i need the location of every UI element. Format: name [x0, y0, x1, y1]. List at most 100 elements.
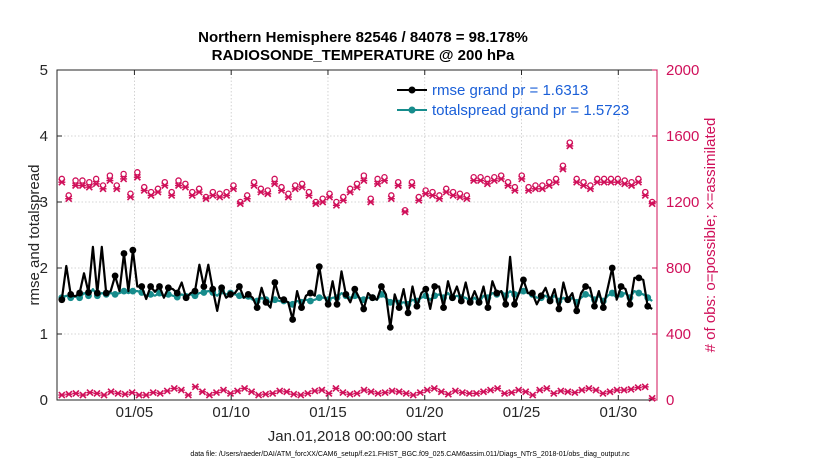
rmse-point: [138, 283, 146, 290]
obs-assimilated-point: [291, 185, 299, 193]
axis-ticks: 01/05 01/10 01/15 01/20 01/25 01/30 0 1 2 3 4 5 0 400…: [40, 62, 700, 421]
obs-low-point: [107, 388, 115, 396]
rmse-point: [182, 294, 190, 302]
obs-low-point: [269, 389, 277, 397]
obs-low-point: [240, 384, 249, 393]
obs-assimilated-point: [154, 188, 162, 196]
obs-low-point: [346, 390, 354, 398]
rmse-point: [528, 289, 536, 297]
obs-assimilated-point: [346, 188, 354, 196]
obs-assimilated-point: [490, 176, 498, 185]
rmse-point: [235, 283, 243, 290]
totalspread-point: [635, 289, 643, 297]
y-tick-label-right: 2000: [666, 62, 699, 79]
rmse-point: [147, 283, 155, 290]
obs-low-point: [226, 389, 235, 397]
rmse-point: [191, 287, 199, 295]
rmse-point: [333, 300, 341, 308]
obs-low-point: [311, 387, 319, 395]
obs-low-point: [493, 384, 502, 393]
legend-marker-spread: [408, 106, 416, 114]
obs-assimilated-point: [209, 191, 217, 199]
x-tick-label: 01/25: [503, 404, 541, 421]
obs-possible-point: [484, 175, 491, 183]
rmse-point: [564, 296, 572, 304]
obs-low-point: [353, 389, 361, 397]
rmse-point: [555, 305, 563, 313]
obs-assimilated-point: [298, 183, 306, 191]
obs-low-point: [416, 389, 424, 397]
totalspread-point: [582, 291, 589, 298]
obs-low-point: [65, 390, 73, 398]
rmse-point: [608, 264, 616, 272]
obs-low-point: [262, 390, 270, 398]
totalspread-point: [520, 287, 527, 295]
obs-assimilated-point: [641, 191, 649, 199]
y-tick-label-left: 1: [40, 326, 48, 343]
obs-low-point: [219, 386, 228, 394]
obs-assimilated-point: [470, 176, 478, 185]
obs-assimilated-point: [497, 175, 505, 183]
obs-assimilated-point: [621, 180, 629, 188]
rmse-point: [422, 285, 430, 293]
rmse-point: [635, 274, 643, 282]
obs-low-point: [486, 386, 495, 394]
obs-assimilated-point: [435, 195, 443, 203]
obs-assimilated-point: [216, 193, 224, 201]
obs-low-point: [536, 386, 544, 394]
rmse-point: [111, 272, 119, 280]
obs-assimilated-point: [600, 178, 608, 186]
rmse-point: [511, 300, 518, 308]
y-tick-label-left: 4: [40, 128, 48, 145]
totalspread-point: [120, 287, 128, 295]
rmse-point: [395, 304, 403, 311]
obs-low-point: [634, 384, 642, 392]
y-tick-label-right: 800: [666, 260, 691, 277]
obs-assimilated-point: [147, 191, 155, 199]
obs-assimilated-point: [133, 173, 141, 181]
rmse-point: [369, 294, 376, 302]
obs-possible-point: [106, 172, 114, 179]
obs-assimilated-point: [319, 198, 327, 206]
obs-assimilated-point: [332, 201, 340, 209]
obs-low-point: [135, 391, 143, 399]
obs-low-point: [325, 389, 333, 397]
y-tick-label-left: 3: [40, 194, 48, 211]
legend-marker-rmse: [408, 86, 416, 94]
obs-assimilated-point: [236, 200, 244, 208]
rmse-point: [262, 298, 270, 306]
obs-low-point: [409, 391, 417, 399]
obs-assimilated-point: [518, 175, 526, 183]
obs-assimilated-point: [628, 181, 636, 190]
rmse-point: [93, 289, 101, 297]
obs-low-point: [479, 388, 488, 396]
rmse-point: [173, 289, 181, 297]
obs-assimilated-point: [188, 191, 196, 199]
obs-low-point: [297, 391, 305, 399]
obs-possible-point: [120, 170, 127, 178]
obs-assimilated-point: [401, 208, 409, 216]
rmse-point: [280, 296, 288, 304]
obs-assimilated-point: [284, 193, 292, 201]
obs-assimilated-point: [593, 178, 601, 186]
totalspread-point: [235, 292, 243, 300]
obs-assimilated-point: [586, 185, 594, 193]
obs-low-point: [550, 389, 558, 397]
rmse-point: [209, 285, 217, 293]
obs-low-point: [255, 391, 263, 399]
obs-low-point: [374, 389, 382, 397]
obs-possible-point: [271, 175, 278, 183]
obs-assimilated-point: [161, 181, 169, 190]
obs-assimilated-point: [305, 191, 313, 199]
obs-low-point: [283, 388, 291, 396]
obs-low-point: [458, 389, 466, 397]
rmse-point: [484, 304, 492, 311]
obs-assimilated-point: [99, 185, 107, 193]
x-tick-label: 01/20: [406, 404, 444, 421]
y-tick-label-right: 0: [666, 392, 674, 409]
rmse-point: [457, 297, 465, 305]
obs-low-point: [177, 386, 185, 394]
obs-low-point: [121, 390, 129, 398]
rmse-point: [324, 300, 332, 308]
